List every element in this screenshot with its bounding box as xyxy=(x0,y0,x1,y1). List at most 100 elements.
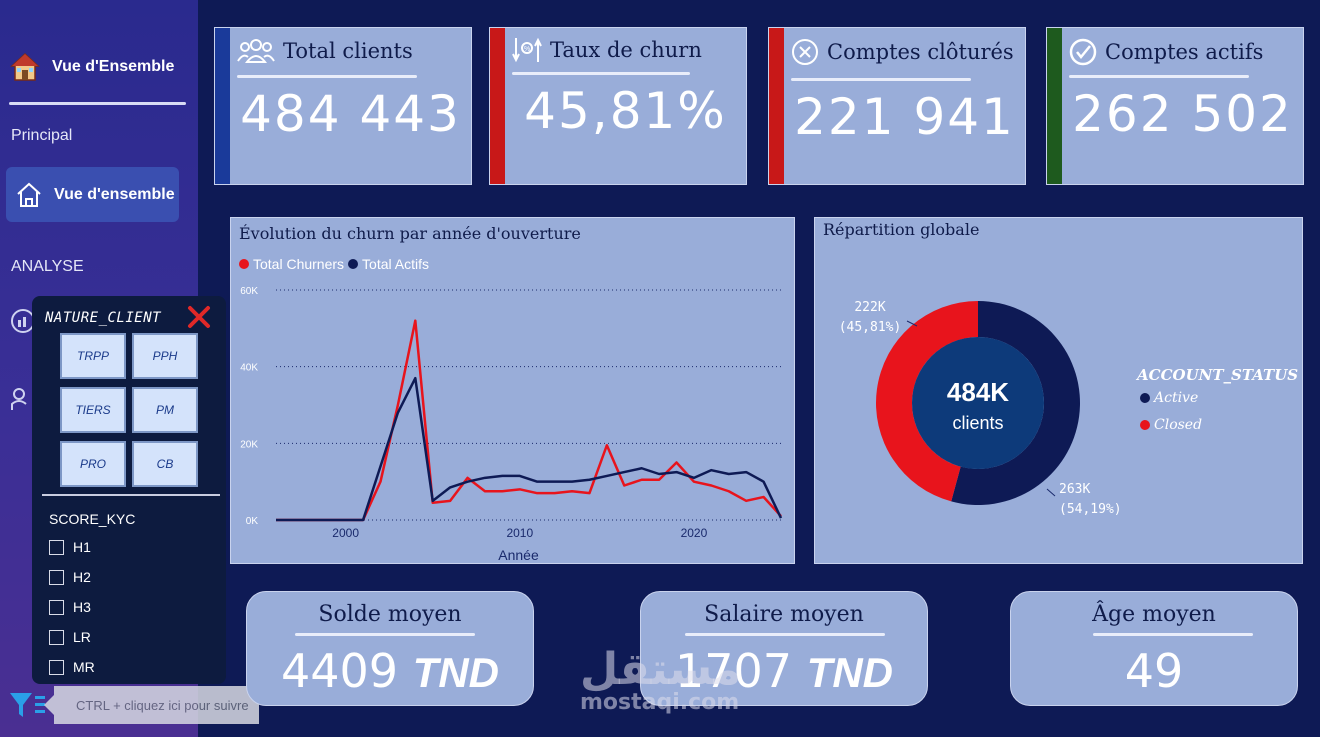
kpi-underline xyxy=(791,78,971,81)
line-chart: 0K 20K 40K 60K 2000 2010 2020 Année xyxy=(240,286,783,563)
kpi-title: Total clients xyxy=(283,39,413,63)
checkbox-label: H1 xyxy=(73,539,91,555)
kpi-accent-bar xyxy=(215,28,230,184)
stat-unit: TND xyxy=(412,649,500,696)
tile-trpp[interactable]: TRPP xyxy=(60,333,126,379)
stat-value: 49 xyxy=(1011,644,1297,698)
tile-pro[interactable]: PRO xyxy=(60,441,126,487)
sidebar-item-vue-ensemble[interactable]: Vue d'ensemble xyxy=(6,167,179,222)
stat-value: 4409 TND xyxy=(247,644,533,698)
stat-title: Salaire moyen xyxy=(704,602,864,627)
checkbox-label: LR xyxy=(73,629,91,645)
checkbox-box[interactable] xyxy=(49,599,64,615)
kpi-underline xyxy=(512,72,690,75)
checkbox-h1[interactable]: H1 xyxy=(49,539,91,555)
filter-panel: NATURE_CLIENT TRPP PPH TIERS PM PRO CB S… xyxy=(32,296,226,684)
kpi-total-clients: Total clients 484 443 xyxy=(214,27,472,185)
brand[interactable]: Vue d'Ensemble xyxy=(10,52,174,82)
legend-item-active[interactable]: Active xyxy=(1140,390,1198,406)
tile-pph[interactable]: PPH xyxy=(132,333,198,379)
brand-label: Vue d'Ensemble xyxy=(52,58,175,75)
kpi-underline xyxy=(1069,75,1249,78)
kpi-title: Taux de churn xyxy=(550,38,702,62)
stat-value: 1707 TND xyxy=(641,644,927,698)
data-label-value: 263K xyxy=(1059,482,1090,497)
legend-label: Total Actifs xyxy=(362,256,429,272)
kpi-title: Comptes clôturés xyxy=(827,40,1014,64)
filter-icon[interactable] xyxy=(8,690,46,720)
checkbox-box[interactable] xyxy=(49,539,64,555)
stat-salaire-moyen: Salaire moyen 1707 TND xyxy=(640,591,928,706)
tile-pm[interactable]: PM xyxy=(132,387,198,433)
y-tick-label: 40K xyxy=(240,363,258,374)
kpi-value: 221 941 xyxy=(794,88,1015,146)
x-tick-label: 2010 xyxy=(506,526,533,540)
donut-slice-closed xyxy=(876,301,978,502)
legend-dot xyxy=(348,259,359,269)
watermark-arabic: مستقل xyxy=(580,644,741,695)
x-tick-label: 2020 xyxy=(681,526,708,540)
kpi-accent-bar xyxy=(1047,28,1062,184)
stat-title: Solde moyen xyxy=(318,602,462,627)
donut-legend-title: ACCOUNT_STATUS xyxy=(1137,366,1299,384)
checkbox-label: H3 xyxy=(73,599,91,615)
checkbox-h2[interactable]: H2 xyxy=(49,569,91,585)
x-axis-label: Année xyxy=(498,547,539,563)
y-tick-label: 60K xyxy=(240,286,258,297)
sidebar-item-label: Vue d'ensemble xyxy=(54,185,175,203)
users-icon xyxy=(237,39,275,63)
data-label-pct: (54,19%) xyxy=(1059,502,1122,517)
y-tick-label: 0K xyxy=(246,516,259,527)
section-principal: Principal xyxy=(11,127,73,144)
legend-dot xyxy=(1140,420,1150,430)
checkbox-mr[interactable]: MR xyxy=(49,659,95,675)
legend-item-churners[interactable]: Total Churners xyxy=(239,256,344,272)
stat-underline xyxy=(685,633,885,636)
legend-label: Active xyxy=(1154,390,1199,406)
data-label-value: 222K xyxy=(854,300,885,315)
watermark-latin: mostaqi.com xyxy=(580,690,740,715)
kpi-title: Comptes actifs xyxy=(1105,40,1264,64)
legend-item-closed[interactable]: Closed xyxy=(1140,417,1202,433)
close-icon[interactable] xyxy=(186,304,212,330)
kpi-value: 484 443 xyxy=(240,85,461,143)
stat-solde-moyen: Solde moyen 4409 TND xyxy=(246,591,534,706)
checkbox-box[interactable] xyxy=(49,629,64,645)
legend-item-actifs[interactable]: Total Actifs xyxy=(348,256,429,272)
kpi-churn-rate: % Taux de churn 45,81% xyxy=(489,27,747,185)
kpi-underline xyxy=(237,75,417,78)
stat-number: 4409 xyxy=(280,644,399,698)
tile-cb[interactable]: CB xyxy=(132,441,198,487)
data-label-pct: (45,81%) xyxy=(839,320,902,335)
stat-title: Âge moyen xyxy=(1092,602,1216,627)
donut-center xyxy=(912,337,1044,469)
panel-divider xyxy=(42,494,220,496)
checkbox-h3[interactable]: H3 xyxy=(49,599,91,615)
stat-unit: TND xyxy=(806,649,894,696)
tooltip: CTRL + cliquez ici pour suivre xyxy=(44,686,259,724)
score-kyc-title: SCORE_KYC xyxy=(49,511,136,527)
checkbox-lr[interactable]: LR xyxy=(49,629,91,645)
watermark: مستقل mostaqi.com xyxy=(580,644,741,716)
donut-chart: 484K clients 222K (45,81%) 263K (54,19%) xyxy=(839,300,1122,517)
series-line-churners xyxy=(276,319,782,522)
churn-icon: % xyxy=(512,37,542,63)
kpi-active-accounts: Comptes actifs 262 502 xyxy=(1046,27,1304,185)
checkbox-label: MR xyxy=(73,659,95,675)
kpi-accent-bar xyxy=(769,28,784,184)
close-circle-icon xyxy=(792,39,818,65)
panel-title: NATURE_CLIENT xyxy=(45,310,162,326)
users-nav-icon[interactable] xyxy=(10,386,36,412)
kpi-value: 262 502 xyxy=(1072,85,1293,143)
kpi-value: 45,81% xyxy=(524,82,727,140)
tile-tiers[interactable]: TIERS xyxy=(60,387,126,433)
data-label-leader xyxy=(1046,488,1056,497)
checkbox-box[interactable] xyxy=(49,659,64,675)
home-outline-icon xyxy=(17,182,41,207)
legend-label: Closed xyxy=(1154,417,1203,433)
chart-title: Évolution du churn par année d'ouverture xyxy=(239,224,581,243)
legend-dot xyxy=(239,259,249,269)
checkbox-box[interactable] xyxy=(49,569,64,585)
legend-label: Total Churners xyxy=(253,256,345,272)
line-chart-card: Évolution du churn par année d'ouverture… xyxy=(230,217,795,564)
